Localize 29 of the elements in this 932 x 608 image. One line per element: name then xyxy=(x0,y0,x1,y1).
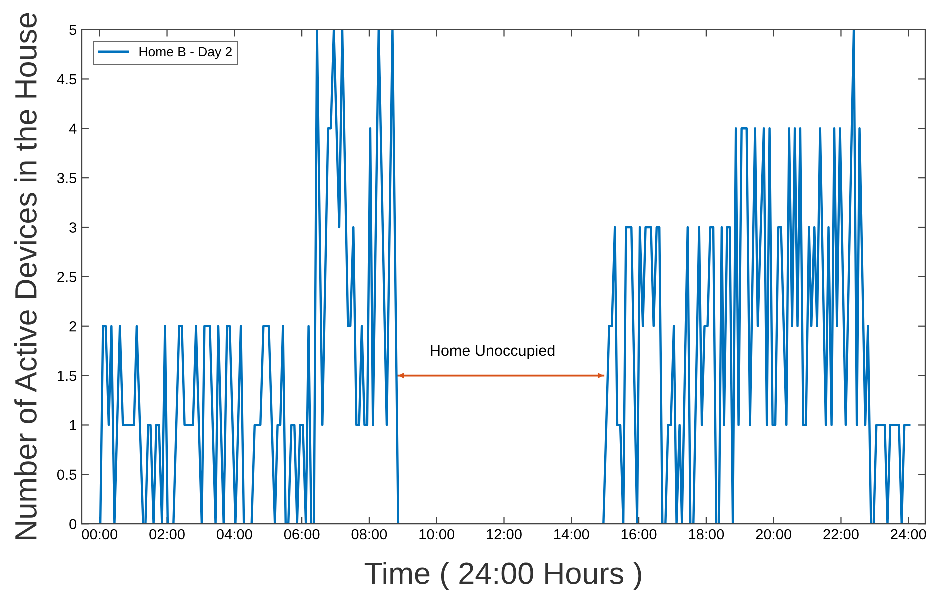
y-tick-label: 4.5 xyxy=(57,74,77,85)
x-tick-label: 00:00 xyxy=(82,529,118,540)
x-tick-label: 04:00 xyxy=(216,529,252,540)
line-series xyxy=(99,30,911,524)
y-tick-label: 3 xyxy=(70,222,77,233)
y-tick-label: 2 xyxy=(70,321,76,332)
x-tick-label: 06:00 xyxy=(284,529,320,540)
y-tick-label: 5 xyxy=(70,25,77,36)
x-tick-label: 08:00 xyxy=(352,529,388,540)
x-tick-label: 24:00 xyxy=(891,529,926,540)
y-tick-label: 0 xyxy=(70,519,77,530)
legend-label: Home B - Day 2 xyxy=(140,47,232,60)
x-tick-label: 16:00 xyxy=(622,529,657,540)
y-tick-label: 2.5 xyxy=(58,272,77,282)
y-tick-label: 1.5 xyxy=(58,371,77,382)
x-axis-title: Time ( 24:00 Hours ) xyxy=(364,562,642,590)
x-tick-label: 14:00 xyxy=(554,529,590,540)
x-tick-label: 12:00 xyxy=(487,529,522,540)
x-tick-label: 22:00 xyxy=(824,529,859,540)
x-tick-label: 20:00 xyxy=(756,529,792,540)
y-tick-label: 4 xyxy=(69,124,77,134)
x-tick-label: 18:00 xyxy=(689,529,724,540)
x-tick-label: 10:00 xyxy=(420,529,455,540)
y-tick-label: 0.5 xyxy=(57,470,77,480)
y-axis-title: Number of Active Devices in the House xyxy=(14,13,37,540)
y-tick-label: 1 xyxy=(70,420,76,431)
x-tick-label: 02:00 xyxy=(150,529,185,540)
y-tick-label: 3.5 xyxy=(57,173,77,184)
annotation: Home Unoccupied xyxy=(431,344,555,360)
